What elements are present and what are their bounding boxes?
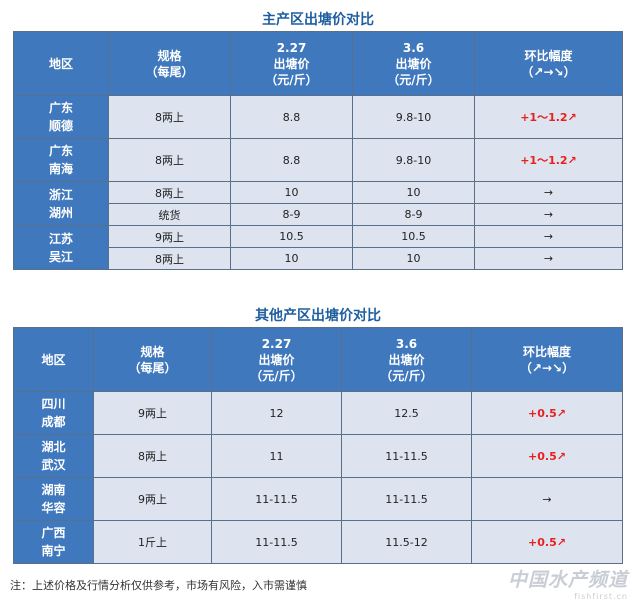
spec-cell: 8两上 [93,434,212,478]
change-cell: +1～1.2↗ [474,95,623,139]
col-change: 环比幅度 （↗→↘） [474,31,623,96]
region-cell: 湖北 武汉 [13,434,94,478]
price2-cell: 10 [352,181,475,204]
price1-cell: 8.8 [230,95,353,139]
table-row: 江苏 吴江 9两上 10.5 10.5 → [13,225,623,270]
price2-cell: 11-11.5 [341,434,472,478]
col-spec: 规格 （每尾） [108,31,231,96]
spec-cell: 1斤上 [93,520,212,564]
col-region: 地区 [13,31,109,96]
region-cell: 四川 成都 [13,391,94,435]
spec-cell: 8两上 [108,95,231,139]
region-cell: 广西 南宁 [13,520,94,564]
table-row: 四川 成都 9两上 12 12.5 +0.5↗ [13,391,623,435]
spec-cell: 9两上 [93,477,212,521]
change-cell: → [474,203,623,226]
spec-cell: 统货 [108,203,231,226]
change-cell: → [474,181,623,204]
spec-cell: 8两上 [108,181,231,204]
price1-cell: 10 [230,247,353,270]
price1-cell: 11-11.5 [211,477,342,521]
spec-cell: 9两上 [93,391,212,435]
price2-cell: 11-11.5 [341,477,472,521]
price2-cell: 11.5-12 [341,520,472,564]
table-header-row: 地区 规格 （每尾） 2.27 出塘价 （元/斤） 3.6 出塘价 （元/斤） 环比幅度（… [13,31,623,96]
change-cell: +0.5↗ [471,391,623,435]
col-date1-price: 2.27 出塘价 （元/斤） [211,327,342,392]
change-cell: +0.5↗ [471,434,623,478]
price2-cell: 10 [352,247,475,270]
price1-cell: 11-11.5 [211,520,342,564]
change-cell: → [474,225,623,248]
change-cell: → [471,477,623,521]
change-cell: +1～1.2↗ [474,138,623,182]
col-date2-price: 3.6 出塘价 （元/斤） [341,327,472,392]
spec-cell: 8两上 [108,247,231,270]
disclaimer-note: 注：上述价格及行情分析仅供参考，市场有风险，入市需谨慎 [10,579,307,592]
region-cell: 湖南 华容 [13,477,94,521]
price2-cell: 9.8-10 [352,138,475,182]
other-region-price-table: 地区 规格 （每尾） 2.27 出塘价 （元/斤） 3.6 出塘价 （元/斤） 环比幅度（… [13,327,623,564]
table-row: 湖北 武汉 8两上 11 11-11.5 +0.5↗ [13,434,623,478]
table-row: 广西 南宁 1斤上 11-11.5 11.5-12 +0.5↗ [13,520,623,564]
watermark-sub: fishfirst.cn [574,592,628,601]
table-row: 广东 顺德 8两上 8.8 9.8-10 +1～1.2↗ [13,95,623,139]
table-row: 8两上 10 10 → [14,247,623,270]
table2-title: 其他产区出塘价对比 [255,308,381,324]
col-date1-price: 2.27 出塘价 （元/斤） [230,31,353,96]
table-header-row: 地区 规格 （每尾） 2.27 出塘价 （元/斤） 3.6 出塘价 （元/斤） 环比幅度（… [13,327,623,392]
price1-cell: 12 [211,391,342,435]
price1-cell: 11 [211,434,342,478]
price2-cell: 8-9 [352,203,475,226]
table-row: 浙江 湖州 8两上 10 10 → [13,181,623,226]
col-spec: 规格 （每尾） [93,327,212,392]
col-change: 环比幅度 （↗→↘） [471,327,623,392]
spec-cell: 9两上 [108,225,231,248]
col-date2-price: 3.6 出塘价 （元/斤） [352,31,475,96]
price2-cell: 12.5 [341,391,472,435]
table-row: 广东 南海 8两上 8.8 9.8-10 +1～1.2↗ [13,138,623,182]
spec-cell: 8两上 [108,138,231,182]
region-cell: 广东 顺德 [13,95,109,139]
price2-cell: 10.5 [352,225,475,248]
price2-cell: 9.8-10 [352,95,475,139]
change-cell: +0.5↗ [471,520,623,564]
change-cell: → [474,247,623,270]
table1-title: 主产区出塘价对比 [262,12,374,28]
main-region-price-table: 地区 规格 （每尾） 2.27 出塘价 （元/斤） 3.6 出塘价 （元/斤） 环比幅度（… [13,31,623,270]
col-region: 地区 [13,327,94,392]
price1-cell: 8.8 [230,138,353,182]
region-cell: 江苏 吴江 [13,225,109,270]
region-cell: 广东 南海 [13,138,109,182]
table-row: 湖南 华容 9两上 11-11.5 11-11.5 → [13,477,623,521]
price1-cell: 10 [230,181,353,204]
price1-cell: 8-9 [230,203,353,226]
region-cell: 浙江 湖州 [13,181,109,226]
price1-cell: 10.5 [230,225,353,248]
table-row: 统货 8-9 8-9 → [14,203,623,226]
watermark-main: 中国水产频道 [507,569,628,591]
watermark-logo: 中国水产频道 fishfirst.cn [428,568,628,604]
